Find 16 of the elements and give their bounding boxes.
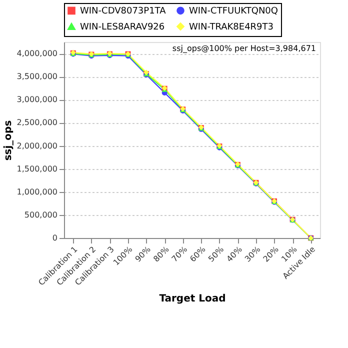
legend-label: WIN-CDV8073P1TA	[80, 6, 167, 17]
y-tick-label: 2,500,000	[16, 118, 58, 128]
legend-label: WIN-TRAK8E4R9T3	[189, 22, 274, 32]
legend-label: WIN-CTFUUKTQN0Q	[189, 6, 278, 17]
y-axis-title: ssj_ops	[2, 120, 14, 161]
annotation: ssj_ops@100% per Host=3,984,671	[172, 44, 316, 53]
y-tick-label: 1,500,000	[16, 164, 58, 174]
y-tick-label: 3,500,000	[16, 72, 58, 82]
y-tick-label: 0	[52, 234, 58, 242]
x-axis-title: Target Load	[159, 293, 226, 304]
legend-label: WIN-LES8ARAV926	[80, 22, 165, 32]
y-tick-label: 3,000,000	[16, 95, 58, 104]
y-tick-label: 1,000,000	[16, 187, 58, 196]
y-tick-label: 500,000	[24, 210, 58, 220]
y-tick-label: 2,000,000	[16, 141, 58, 150]
y-tick-label: 4,000,000	[16, 49, 58, 58]
